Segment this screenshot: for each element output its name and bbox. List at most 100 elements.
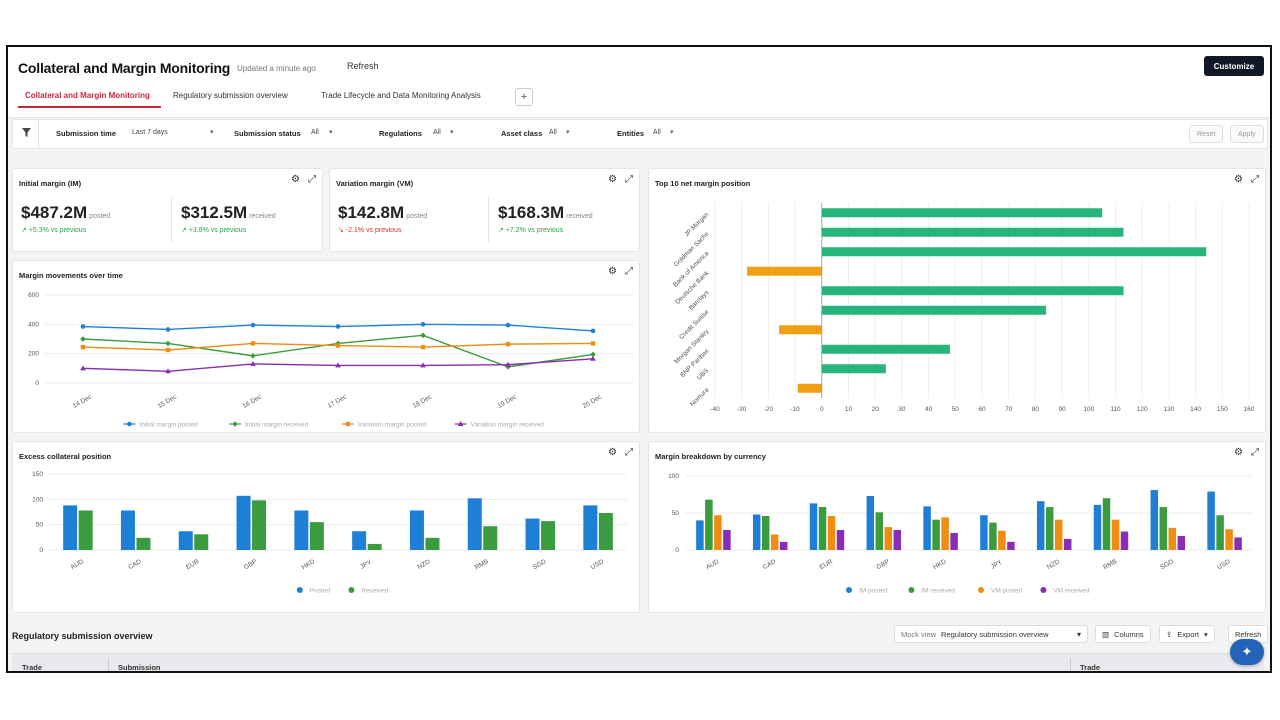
expand-icon[interactable]: ⤢ xyxy=(308,174,316,185)
sliders-icon[interactable]: ⚙ xyxy=(1234,174,1243,185)
legend-label: Received xyxy=(361,588,388,595)
legend-item: IM received xyxy=(908,587,955,595)
chevron-down-icon[interactable]: ▾ xyxy=(329,129,333,136)
bar xyxy=(705,499,713,550)
legend-item: VM received xyxy=(1040,587,1090,595)
columns-label: Columns xyxy=(1114,629,1144,639)
y-tick-label: 0 xyxy=(39,547,43,554)
expand-icon[interactable]: ⤢ xyxy=(625,174,633,185)
sparkle-icon: ✦ xyxy=(1241,644,1253,659)
filter-submission-time-value[interactable]: Last 7 days xyxy=(132,129,168,136)
bar xyxy=(866,495,875,550)
expand-icon[interactable]: ⤢ xyxy=(625,447,633,458)
legend-item: Posted xyxy=(296,587,330,595)
export-button[interactable]: ⇪ Export ▾ xyxy=(1159,625,1215,643)
refresh-link[interactable]: Refresh xyxy=(347,61,379,71)
x-tick-label: 20 Dec xyxy=(582,393,604,410)
bar xyxy=(797,383,822,393)
apply-button[interactable]: Apply xyxy=(1230,125,1264,143)
divider xyxy=(38,120,39,148)
top10-net-margin-card: Top 10 net margin position ⚙ ⤢ -40 -30 -20… xyxy=(648,168,1266,433)
data-point xyxy=(165,327,171,332)
sliders-icon[interactable]: ⚙ xyxy=(608,174,617,185)
page-title: Collateral and Margin Monitoring xyxy=(18,60,231,76)
bar xyxy=(821,364,886,374)
x-tick-label: 120 xyxy=(1137,406,1148,413)
bar xyxy=(821,305,1047,315)
column-header-trade[interactable]: Trade xyxy=(22,663,43,672)
data-point xyxy=(165,340,171,347)
expand-icon[interactable]: ⤢ xyxy=(1251,447,1259,458)
x-tick-label: 100 xyxy=(1083,406,1094,413)
customize-button[interactable]: Customize xyxy=(1204,56,1264,76)
funnel-icon[interactable] xyxy=(22,128,31,138)
mock-view-select[interactable]: Mock view Regulatory submission overview… xyxy=(894,625,1088,643)
x-tick-label: 0 xyxy=(820,406,824,413)
legend-label: Initial margin posted xyxy=(139,422,198,429)
reset-button[interactable]: Reset xyxy=(1189,125,1224,143)
export-icon: ⇪ xyxy=(1166,629,1173,639)
initial-margin-card: Initial margin (IM) ⚙ ⤢ $487.2M posted ↗ … xyxy=(12,168,323,252)
series-line xyxy=(82,334,594,368)
columns-button[interactable]: ▥ Columns xyxy=(1095,625,1151,643)
tab-regulatory-submission[interactable]: Regulatory submission overview xyxy=(173,91,288,100)
x-tick-label: 110 xyxy=(1110,406,1121,413)
data-point xyxy=(80,344,86,350)
filter-submission-status-value[interactable]: All xyxy=(311,129,319,136)
tab-collateral-margin[interactable]: Collateral and Margin Monitoring xyxy=(25,91,150,100)
filter-regulations-value[interactable]: All xyxy=(433,129,441,136)
sliders-icon[interactable]: ⚙ xyxy=(608,266,617,277)
im-received-delta: ↗ +3.8% vs previous xyxy=(181,227,247,234)
chevron-down-icon[interactable]: ▾ xyxy=(566,129,570,136)
bar xyxy=(194,534,209,550)
sliders-icon[interactable]: ⚙ xyxy=(1234,447,1243,458)
expand-icon[interactable]: ⤢ xyxy=(1251,174,1259,185)
y-tick-label: 0 xyxy=(35,380,39,387)
column-header-trade-2[interactable]: Trade xyxy=(1080,663,1101,672)
sliders-icon[interactable]: ⚙ xyxy=(608,447,617,458)
bar xyxy=(696,520,704,550)
bar xyxy=(1120,531,1129,550)
chevron-down-icon[interactable]: ▾ xyxy=(670,129,674,136)
bar xyxy=(1168,527,1177,550)
column-header-submission[interactable]: Submission xyxy=(118,663,161,672)
chevron-down-icon[interactable]: ▾ xyxy=(450,129,454,136)
filter-regulations-label: Regulations xyxy=(379,129,422,138)
bar xyxy=(120,510,135,550)
bar xyxy=(989,522,997,550)
bar xyxy=(747,266,822,276)
legend-swatch xyxy=(908,587,915,593)
add-tab-button[interactable]: + xyxy=(515,88,533,106)
bar xyxy=(770,534,779,550)
data-point xyxy=(335,362,341,368)
chevron-down-icon[interactable]: ▾ xyxy=(210,129,214,136)
x-tick-label: 60 xyxy=(978,406,986,413)
filter-asset-class-value[interactable]: All xyxy=(549,129,557,136)
x-tick-label: RMB xyxy=(1102,558,1118,571)
data-point xyxy=(420,362,426,368)
legend-label: Variation margin posted xyxy=(358,422,427,429)
filter-submission-time-label: Submission time xyxy=(56,129,117,138)
legend-item: Initial margin received xyxy=(229,421,309,429)
bar xyxy=(980,515,988,550)
x-tick-label: 30 xyxy=(898,406,906,413)
data-point xyxy=(250,353,256,359)
filter-entities-label: Entities xyxy=(617,129,645,138)
bar xyxy=(821,247,1207,257)
dashboard-window: Collateral and Margin Monitoring Updated… xyxy=(6,45,1272,673)
bar xyxy=(836,530,845,550)
x-tick-label: AUD xyxy=(69,558,85,571)
divider xyxy=(171,197,172,242)
table-title: Regulatory submission overview xyxy=(12,631,153,641)
tab-trade-lifecycle[interactable]: Trade Lifecycle and Data Monitoring Anal… xyxy=(321,91,481,100)
data-point xyxy=(335,324,341,329)
bar xyxy=(409,510,424,550)
filter-entities-value[interactable]: All xyxy=(653,129,661,136)
bar xyxy=(1111,519,1120,550)
expand-icon[interactable]: ⤢ xyxy=(625,266,633,277)
x-tick-label: 17 Dec xyxy=(327,393,349,410)
data-point xyxy=(420,344,426,350)
ai-assistant-button[interactable]: ✦ xyxy=(1230,639,1264,665)
bar xyxy=(884,527,893,550)
sliders-icon[interactable]: ⚙ xyxy=(291,174,300,185)
